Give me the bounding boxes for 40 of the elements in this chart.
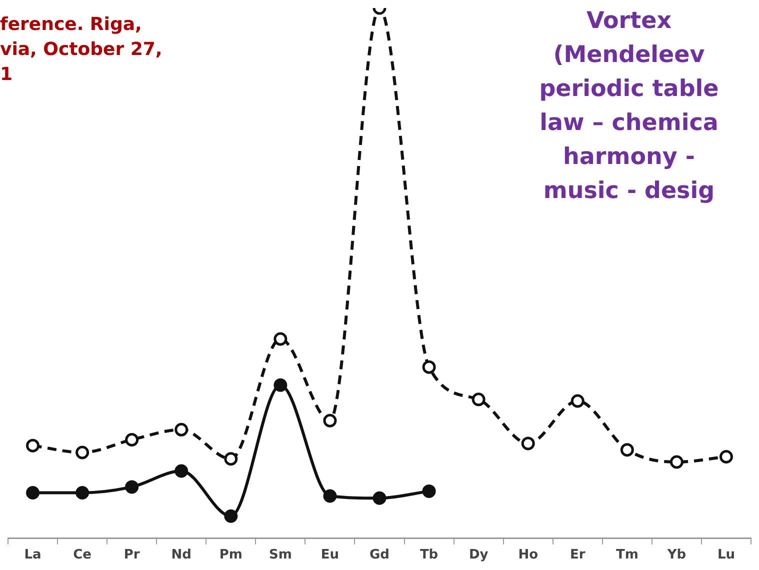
point [26,486,40,500]
point [174,464,188,478]
point [76,486,90,500]
point [620,443,634,457]
point [274,378,288,392]
point [26,438,40,452]
x-tick-label: Ce [73,548,92,563]
x-tick-label: Pr [124,548,140,563]
annotation: ference. Riga, via, October 27, 1 [0,13,162,87]
point [670,455,684,469]
point [472,392,486,406]
x-tick-label: Yb [666,548,686,563]
x-tick-label: Pm [219,548,242,563]
point [323,414,337,428]
point [224,509,238,523]
x-tick-label: Gd [370,548,390,563]
point [521,436,535,450]
point [125,480,139,494]
x-tick-label: Tb [420,548,438,563]
point [422,360,436,374]
annotation: Vortex (Mendeleev periodic table law – chemica harmony - music - desig [538,7,720,206]
x-tick-label: Dy [468,548,489,563]
x-tick-label: Tm [616,548,638,563]
x-tick-label: La [24,548,42,563]
x-tick-label: Sm [268,548,292,563]
point [76,446,90,460]
point [125,432,139,446]
x-tick-label: Er [570,548,586,563]
point [224,452,238,466]
x-tick-label: Nd [171,548,192,563]
x-tick-label: Eu [320,548,340,563]
point [274,332,288,346]
point [422,484,436,498]
x-tick-label: Ho [518,548,538,563]
x-tick-label: Lu [717,548,736,563]
point [323,489,337,503]
point [174,422,188,436]
point [719,450,733,464]
point [372,491,386,505]
point [570,394,584,408]
